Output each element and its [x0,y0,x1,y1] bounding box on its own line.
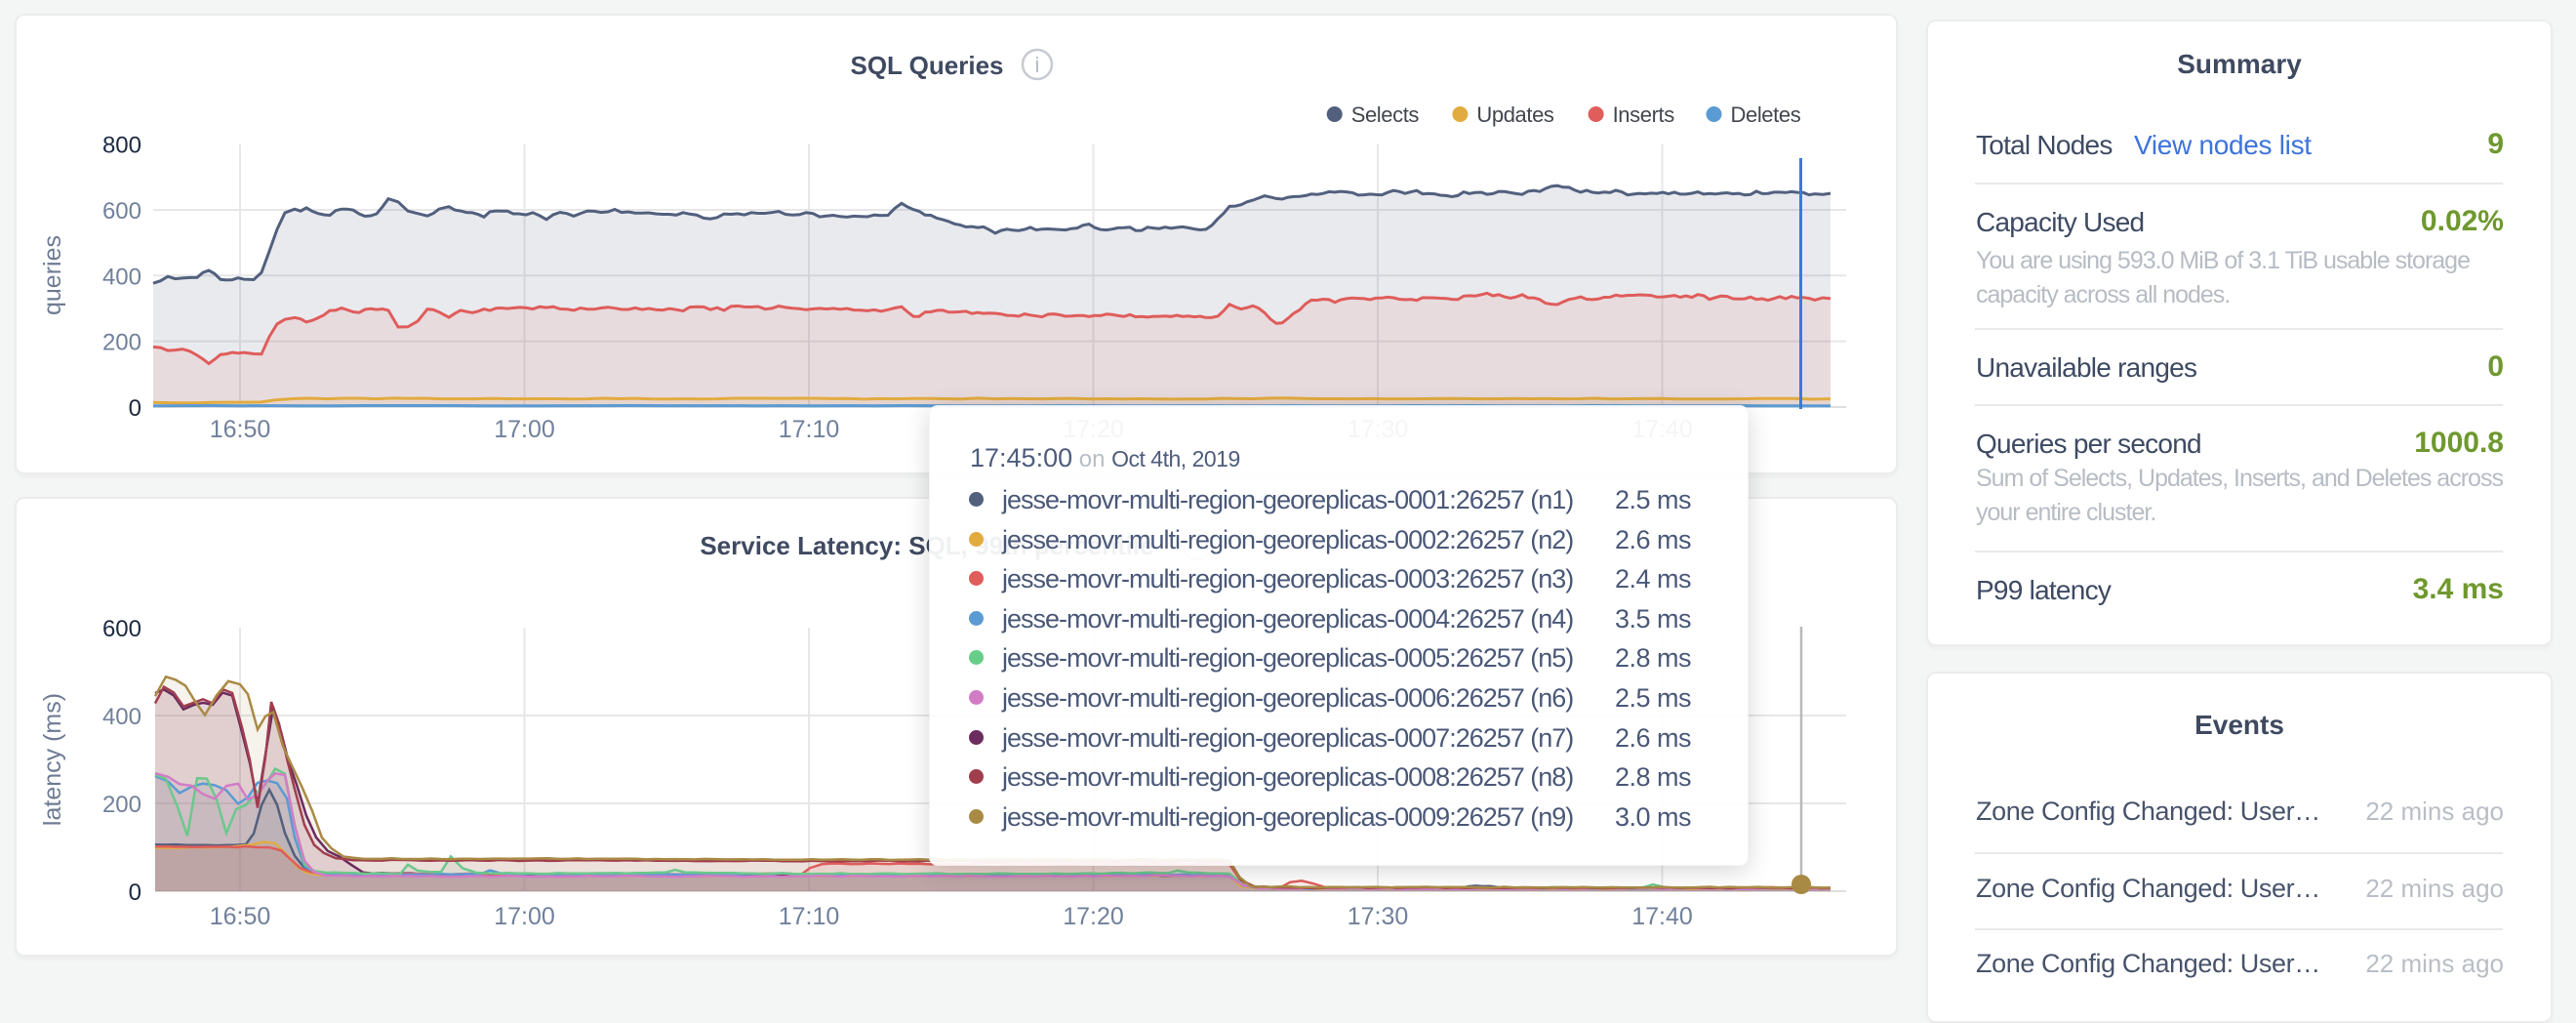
svg-text:Deletes: Deletes [1731,102,1801,127]
svg-text:17:00: 17:00 [494,416,555,443]
svg-text:17:30: 17:30 [1348,903,1409,930]
svg-text:17:10: 17:10 [779,903,840,930]
svg-text:0: 0 [129,395,141,422]
svg-text:SQL Queries: SQL Queries [850,51,1003,80]
svg-text:600: 600 [102,616,141,642]
svg-text:queries: queries [39,235,66,315]
svg-text:Inserts: Inserts [1613,102,1675,127]
svg-text:600: 600 [102,198,141,225]
svg-text:17:40: 17:40 [1631,903,1693,930]
svg-text:17:00: 17:00 [494,903,555,930]
svg-text:16:50: 16:50 [210,416,271,443]
svg-text:Selects: Selects [1351,102,1420,127]
svg-text:0: 0 [129,880,141,906]
svg-text:17:10: 17:10 [779,416,840,443]
svg-text:latency (ms): latency (ms) [39,693,66,826]
svg-text:400: 400 [102,704,141,730]
svg-text:200: 200 [102,330,141,356]
svg-text:17:20: 17:20 [1063,903,1124,930]
svg-text:Updates: Updates [1476,102,1554,127]
svg-text:200: 200 [102,792,141,818]
svg-text:800: 800 [102,133,141,159]
svg-text:i: i [1035,53,1040,77]
svg-text:16:50: 16:50 [210,903,271,930]
svg-text:400: 400 [102,264,141,290]
